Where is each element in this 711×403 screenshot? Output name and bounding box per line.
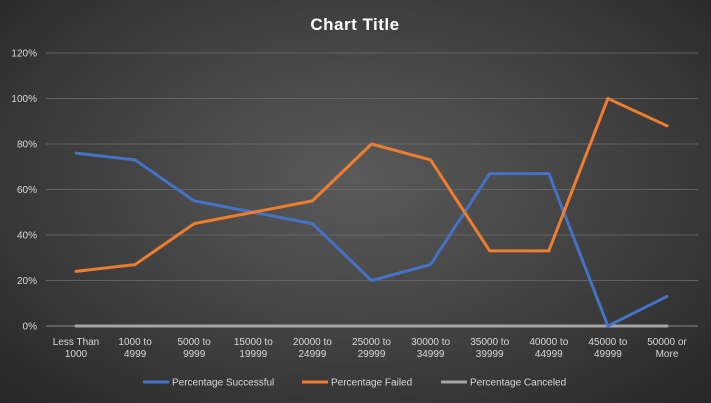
legend-label: Percentage Canceled bbox=[470, 378, 566, 389]
y-tick-label: 20% bbox=[17, 276, 37, 287]
x-tick-label: 20000 to 24999 bbox=[293, 337, 332, 360]
y-tick-label: 60% bbox=[17, 185, 37, 196]
x-tick-label: 5000 to 9999 bbox=[178, 337, 212, 360]
gridlines bbox=[46, 52, 698, 327]
legend-label: Percentage Successful bbox=[172, 378, 274, 389]
legend-label: Percentage Failed bbox=[331, 378, 412, 389]
series-lines bbox=[74, 97, 669, 328]
y-tick-label: 0% bbox=[23, 322, 38, 333]
y-tick-label: 120% bbox=[11, 49, 37, 60]
y-tick-label: 100% bbox=[11, 94, 37, 105]
chart-title: Chart Title bbox=[310, 15, 399, 34]
x-tick-label: Less Than 1000 bbox=[53, 337, 100, 360]
x-tick-label: 25000 to 29999 bbox=[352, 337, 391, 360]
y-axis-ticks: 0% 20% 40% 60% 80% 100% 120% bbox=[11, 49, 37, 333]
x-tick-label: 40000 to 44999 bbox=[529, 337, 568, 360]
series-line-percentage-failed bbox=[74, 97, 669, 273]
series-line-percentage-successful bbox=[74, 151, 669, 328]
x-tick-label: 1000 to 4999 bbox=[118, 337, 152, 360]
x-tick-label: 35000 to 39999 bbox=[470, 337, 509, 360]
legend: Percentage Successful Percentage Failed Pe… bbox=[143, 378, 566, 389]
x-tick-label: 50000 or More bbox=[647, 337, 687, 360]
x-tick-label: 45000 to 49999 bbox=[588, 337, 627, 360]
x-tick-label: 30000 to 34999 bbox=[411, 337, 450, 360]
x-tick-label: 15000 to 19999 bbox=[234, 337, 273, 360]
y-tick-label: 40% bbox=[17, 231, 37, 242]
x-axis-ticks: Less Than 1000 1000 to 4999 5000 to 9999 15000… bbox=[53, 337, 688, 360]
y-tick-label: 80% bbox=[17, 140, 37, 151]
